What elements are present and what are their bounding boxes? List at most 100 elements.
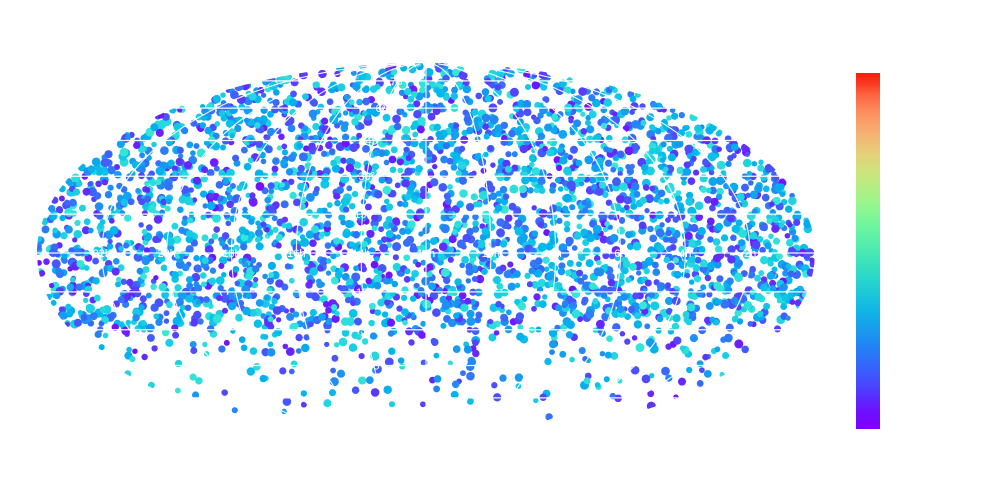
scatter-point bbox=[145, 323, 155, 333]
scatter-point bbox=[463, 345, 473, 354]
scatter-point bbox=[604, 221, 610, 227]
scatter-point bbox=[193, 143, 200, 149]
scatter-point bbox=[353, 265, 360, 272]
scatter-point bbox=[321, 173, 330, 182]
scatter-point bbox=[343, 206, 350, 213]
scatter-point bbox=[275, 317, 282, 323]
scatter-point bbox=[238, 103, 246, 111]
scatter-point bbox=[634, 312, 642, 320]
graticule-ra-label: 6h bbox=[614, 248, 626, 260]
scatter-point bbox=[226, 200, 234, 209]
scatter-point bbox=[308, 142, 316, 150]
scatter-point bbox=[264, 226, 270, 233]
scatter-point bbox=[352, 230, 361, 239]
scatter-point bbox=[325, 141, 333, 150]
scatter-point bbox=[220, 144, 226, 151]
scatter-point bbox=[397, 200, 404, 207]
scatter-point bbox=[490, 254, 497, 261]
scatter-point bbox=[385, 216, 393, 224]
scatter-point bbox=[140, 273, 147, 280]
scatter-point bbox=[504, 214, 513, 222]
scatter-point bbox=[665, 217, 671, 223]
scatter-point bbox=[461, 216, 468, 224]
scatter-point bbox=[89, 312, 98, 321]
scatter-point bbox=[580, 228, 589, 237]
scatter-point bbox=[161, 328, 170, 337]
scatter-point bbox=[252, 362, 261, 371]
scatter-point bbox=[369, 308, 376, 315]
scatter-point bbox=[458, 161, 467, 170]
scatter-point bbox=[311, 293, 320, 302]
scatter-point bbox=[289, 307, 295, 314]
scatter-point bbox=[581, 274, 588, 281]
scatter-point bbox=[491, 382, 498, 389]
scatter-point bbox=[213, 165, 220, 172]
scatter-point bbox=[625, 231, 633, 239]
scatter-point bbox=[370, 169, 377, 176]
scatter-point bbox=[212, 94, 221, 104]
graticule-line bbox=[360, 63, 424, 443]
scatter-point bbox=[271, 105, 279, 114]
scatter-point bbox=[141, 256, 151, 266]
scatter-point bbox=[94, 330, 102, 339]
scatter-point bbox=[356, 218, 362, 224]
scatter-point bbox=[687, 255, 696, 264]
scatter-point bbox=[569, 356, 575, 363]
scatter-point bbox=[645, 158, 652, 165]
scatter-point bbox=[404, 268, 411, 275]
scatter-point bbox=[318, 313, 326, 321]
scatter-point bbox=[415, 261, 422, 268]
scatter-point bbox=[341, 133, 350, 141]
scatter-point bbox=[80, 314, 88, 321]
scatter-point bbox=[267, 316, 274, 323]
scatter-point bbox=[398, 89, 406, 96]
scatter-point bbox=[505, 151, 512, 158]
scatter-point bbox=[594, 234, 600, 241]
scatter-point bbox=[245, 293, 252, 300]
scatter-point bbox=[240, 344, 248, 352]
scatter-point bbox=[663, 256, 670, 264]
scatter-point bbox=[377, 298, 385, 307]
scatter-point bbox=[468, 358, 477, 366]
scatter-point bbox=[51, 259, 61, 269]
scatter-point bbox=[377, 270, 383, 276]
scatter-point bbox=[233, 244, 240, 252]
scatter-point bbox=[533, 116, 541, 125]
scatter-point bbox=[163, 310, 170, 317]
scatter-point bbox=[389, 166, 397, 174]
scatter-point bbox=[496, 218, 505, 227]
scatter-point bbox=[358, 353, 365, 360]
scatter-point bbox=[788, 228, 797, 236]
scatter-point bbox=[266, 277, 274, 285]
scatter-point bbox=[537, 221, 544, 228]
scatter-point bbox=[508, 129, 516, 138]
scatter-point bbox=[493, 87, 502, 97]
scatter-point bbox=[300, 390, 307, 397]
scatter-point bbox=[319, 231, 325, 238]
scatter-point bbox=[648, 142, 657, 151]
scatter-point bbox=[709, 123, 717, 131]
scatter-point bbox=[482, 199, 489, 205]
scatter-point bbox=[632, 142, 641, 151]
scatter-point bbox=[370, 260, 379, 269]
scatter-point bbox=[692, 264, 701, 272]
scatter-point bbox=[448, 246, 455, 253]
scatter-point bbox=[517, 324, 524, 331]
scatter-point bbox=[490, 162, 496, 168]
scatter-point bbox=[247, 157, 254, 164]
scatter-point bbox=[358, 123, 365, 130]
scatter-point bbox=[377, 149, 386, 158]
scatter-point bbox=[511, 151, 518, 158]
scatter-point bbox=[709, 316, 716, 323]
scatter-point bbox=[322, 300, 330, 308]
scatter-point bbox=[734, 272, 743, 282]
scatter-point bbox=[655, 211, 664, 220]
scatter-point bbox=[522, 99, 532, 109]
scatter-point bbox=[334, 270, 343, 279]
scatter-point bbox=[208, 238, 215, 245]
scatter-point bbox=[85, 304, 95, 314]
scatter-point bbox=[478, 190, 489, 200]
colorbar[interactable] bbox=[856, 73, 880, 429]
scatter-point bbox=[101, 179, 109, 186]
scatter-point bbox=[509, 184, 519, 194]
